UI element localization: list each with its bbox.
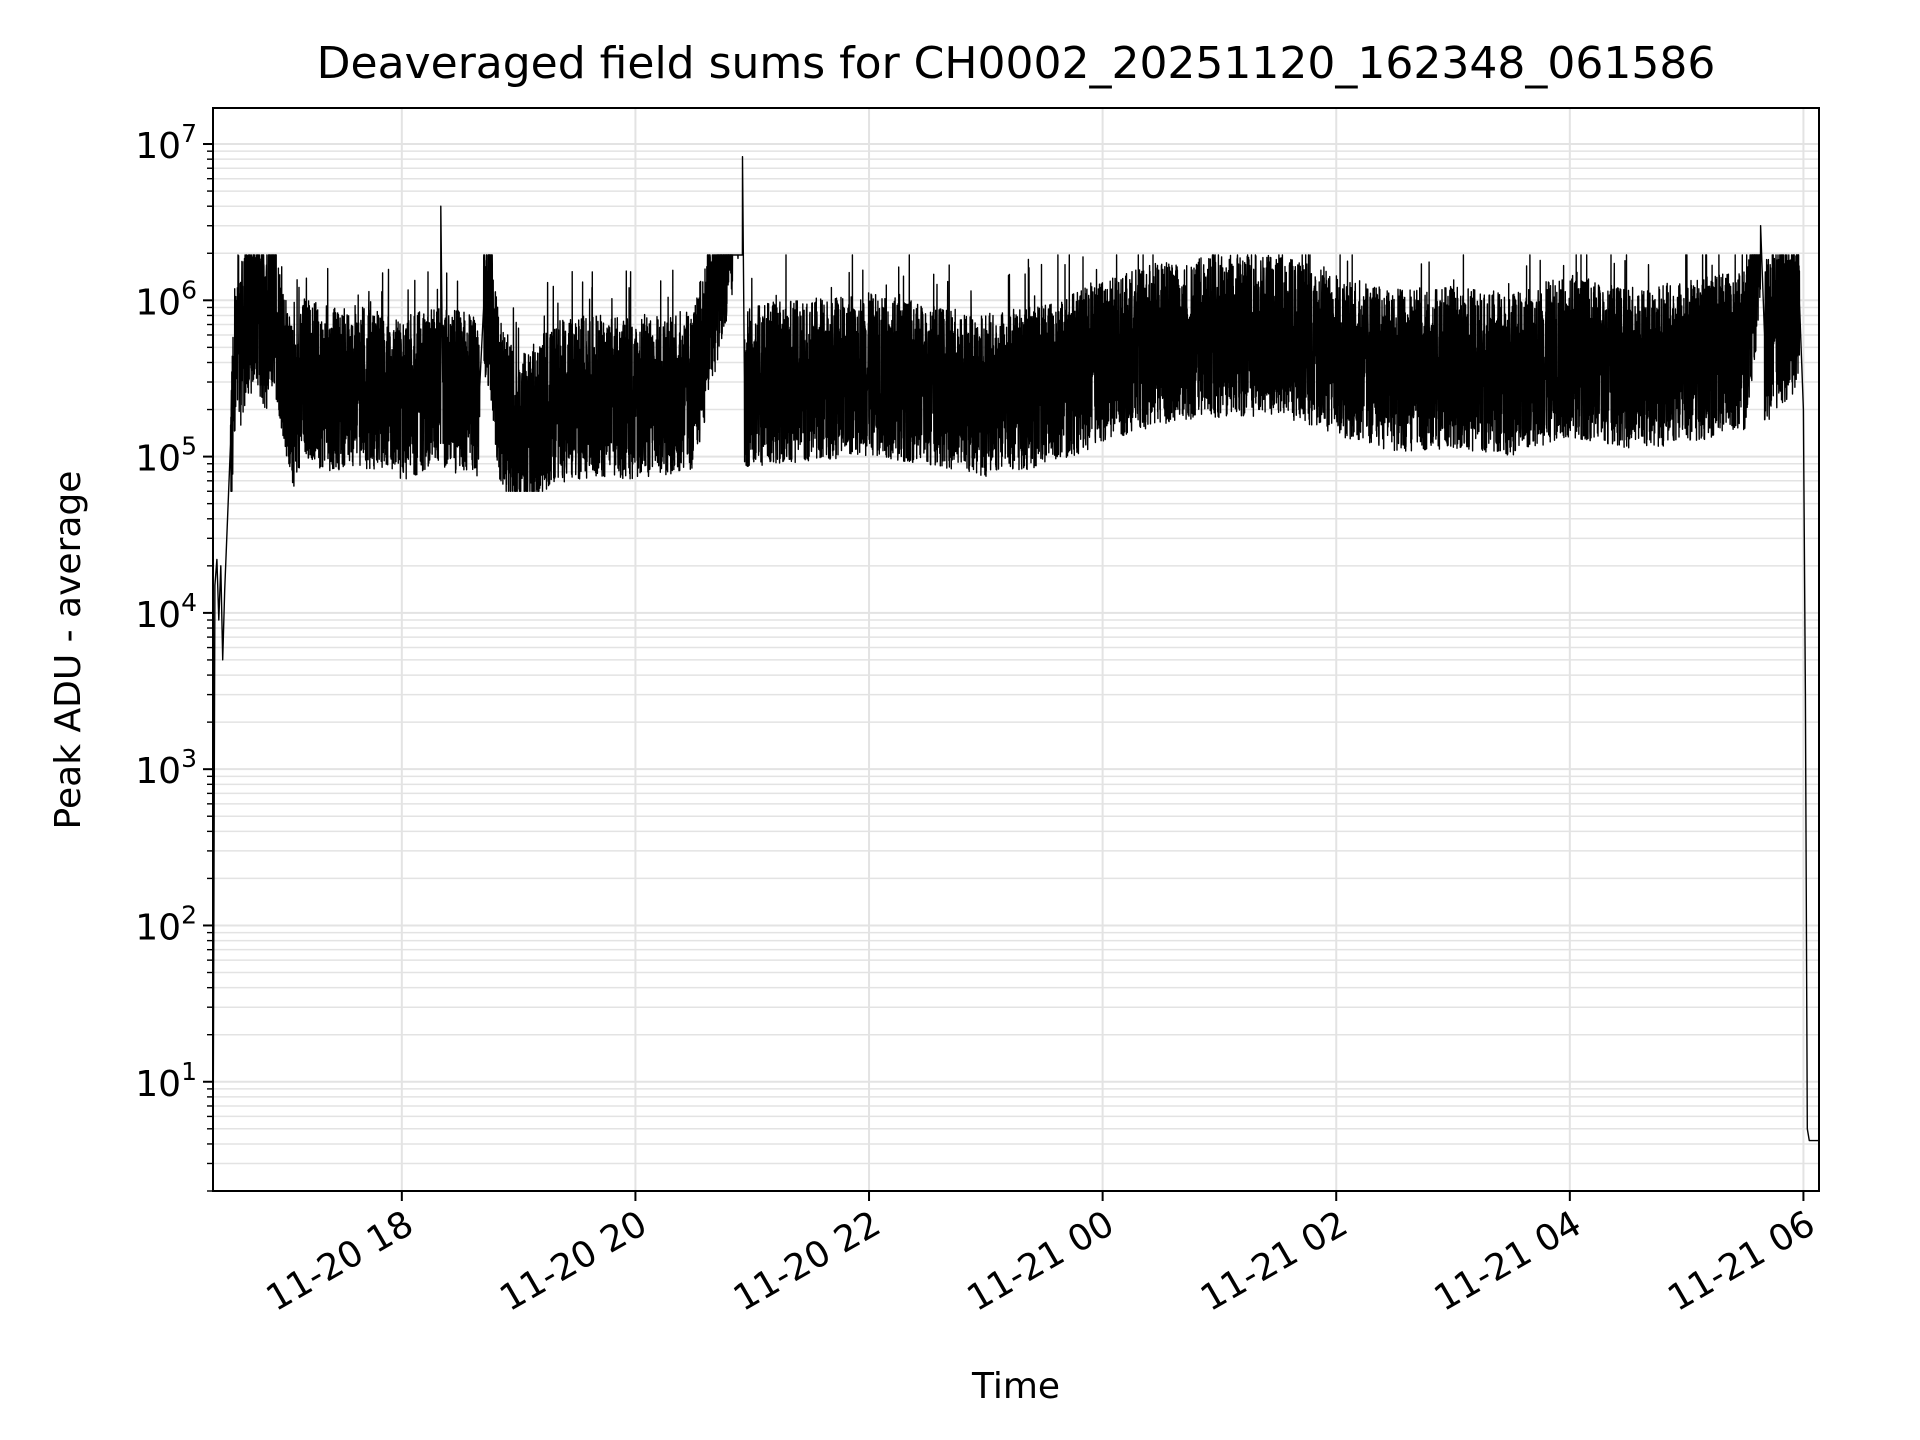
chart-title: Deaveraged field sums for CH0002_2025112…	[317, 38, 1716, 89]
y-tick-label: 106	[135, 275, 197, 323]
y-axis-label: Peak ADU - average	[48, 471, 89, 830]
y-tick-label: 102	[135, 900, 197, 948]
series-line-group	[212, 156, 1819, 1188]
x-tick-label: 11-20 22	[727, 1203, 888, 1319]
plot-area-frame	[212, 107, 1820, 1192]
x-tick-label: 11-21 06	[1661, 1203, 1822, 1319]
x-tick-label: 11-21 04	[1428, 1203, 1589, 1319]
x-axis: 11-20 18 11-20 20 11-20 22 11-21 00 11-21 02…	[260, 1191, 1822, 1320]
series-line	[212, 156, 1819, 1188]
x-tick-label: 11-20 18	[260, 1203, 421, 1319]
x-tick-label: 11-20 20	[493, 1203, 654, 1319]
y-tick-label: 101	[135, 1057, 197, 1105]
y-tick-label: 103	[135, 744, 197, 792]
x-axis-label: Time	[971, 1366, 1060, 1407]
y-tick-label: 104	[135, 588, 197, 636]
y-tick-label: 107	[135, 119, 197, 167]
grid-lines	[213, 108, 1819, 1192]
x-tick-label: 11-21 02	[1194, 1203, 1355, 1319]
x-tick-label: 11-21 00	[960, 1203, 1121, 1319]
y-axis: 101 102 103 104 105 106 107	[135, 119, 213, 1192]
y-tick-label: 105	[135, 432, 197, 480]
